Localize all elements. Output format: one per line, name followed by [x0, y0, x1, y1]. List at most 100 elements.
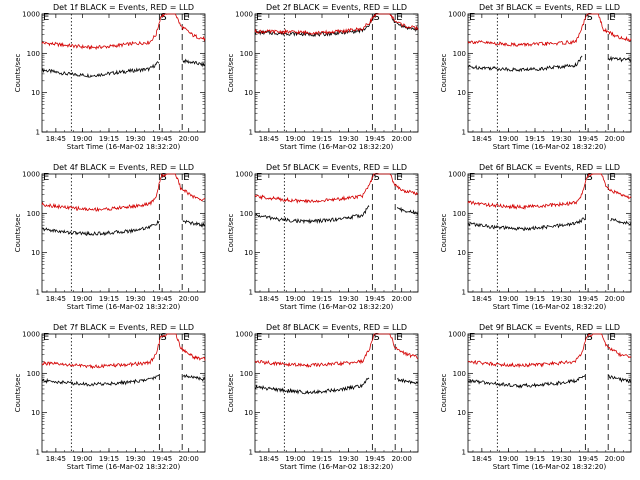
x-tick-label: 19:45 — [152, 295, 172, 303]
plot-frame — [254, 173, 419, 293]
x-tick-label: 19:00 — [285, 295, 305, 303]
plot-frame — [41, 13, 206, 133]
chart-svg: Det 2f BLACK = Events, RED = LLD 1 10 100 10… — [227, 3, 419, 151]
detector-panel: Det 2f BLACK = Events, RED = LLD 1 10 100 10… — [213, 0, 426, 160]
detector-panel: Det 1f BLACK = Events, RED = LLD 1 10 100 10… — [0, 0, 213, 160]
detector-panel: Det 3f BLACK = Events, RED = LLD 1 10 100 10… — [426, 0, 639, 160]
lld-series-line — [41, 172, 206, 212]
time-marker-label: E — [469, 12, 475, 23]
x-tick-label: 19:00 — [498, 455, 518, 463]
time-marker-label: E — [43, 332, 49, 343]
y-tick-label: 1 — [462, 449, 466, 457]
lld-series-line — [254, 13, 419, 36]
detector-panel: Det 7f BLACK = Events, RED = LLD 1 10 100 10… — [0, 320, 213, 480]
time-marker-label: S — [586, 12, 592, 23]
chart-title: Det 3f BLACK = Events, RED = LLD — [479, 3, 620, 12]
x-axis-label: Start Time (16-Mar-02 18:32:20) — [280, 143, 394, 151]
x-tick-label: 19:15 — [525, 455, 545, 463]
x-tick-label: 19:15 — [312, 135, 332, 143]
x-tick-label: 18:45 — [46, 455, 66, 463]
y-axis-label: Counts/sec — [227, 54, 235, 93]
detector-panel: Det 6f BLACK = Events, RED = LLD 1 10 100 10… — [426, 160, 639, 320]
y-tick-label: 1 — [249, 129, 253, 137]
chart-svg: Det 4f BLACK = Events, RED = LLD 1 10 100 10… — [14, 163, 206, 311]
x-axis-label: Start Time (16-Mar-02 18:32:20) — [280, 463, 394, 471]
x-tick-label: 19:00 — [498, 135, 518, 143]
chart-svg: Det 7f BLACK = Events, RED = LLD 1 10 100 10… — [14, 323, 206, 471]
y-tick-label: 1000 — [22, 171, 40, 179]
time-marker-label: E — [256, 172, 262, 183]
y-tick-label: 1000 — [448, 11, 466, 19]
x-tick-label: 20:00 — [605, 455, 625, 463]
y-axis-label: Counts/sec — [227, 374, 235, 413]
time-marker-label: E — [43, 12, 49, 23]
y-axis-label: Counts/sec — [14, 214, 22, 253]
y-tick-label: 1 — [462, 289, 466, 297]
x-tick-label: 18:45 — [46, 135, 66, 143]
x-axis-label: Start Time (16-Mar-02 18:32:20) — [493, 463, 607, 471]
x-tick-label: 19:30 — [551, 455, 571, 463]
lld-series-line — [467, 333, 632, 369]
lld-series-line — [254, 173, 419, 204]
x-axis-label: Start Time (16-Mar-02 18:32:20) — [67, 463, 181, 471]
time-marker-label: S — [373, 332, 379, 343]
events-series-line — [468, 55, 632, 73]
x-tick-label: 20:00 — [392, 455, 412, 463]
chart-title: Det 7f BLACK = Events, RED = LLD — [53, 323, 194, 332]
chart-svg: Det 5f BLACK = Events, RED = LLD 1 10 100 10… — [227, 163, 419, 311]
x-tick-label: 19:00 — [72, 455, 92, 463]
lld-series-line — [41, 13, 206, 51]
x-axis-label: Start Time (16-Mar-02 18:32:20) — [493, 143, 607, 151]
chart-svg: Det 3f BLACK = Events, RED = LLD 1 10 100 10… — [440, 3, 632, 151]
y-axis-label: Counts/sec — [14, 54, 22, 93]
y-tick-label: 1 — [249, 289, 253, 297]
detector-panel: Det 5f BLACK = Events, RED = LLD 1 10 100 10… — [213, 160, 426, 320]
x-axis-label: Start Time (16-Mar-02 18:32:20) — [493, 303, 607, 311]
y-tick-label: 1000 — [22, 11, 40, 19]
y-tick-label: 10 — [457, 249, 466, 257]
x-tick-label: 20:00 — [392, 135, 412, 143]
y-tick-label: 100 — [240, 370, 253, 378]
x-tick-label: 19:30 — [551, 135, 571, 143]
chart-svg: Det 9f BLACK = Events, RED = LLD 1 10 100 10… — [440, 323, 632, 471]
x-tick-label: 18:45 — [472, 455, 492, 463]
events-series-line — [467, 217, 632, 231]
x-tick-label: 20:00 — [392, 295, 412, 303]
y-tick-label: 100 — [453, 370, 466, 378]
time-marker-label: E — [183, 12, 189, 23]
chart-svg: Det 1f BLACK = Events, RED = LLD 1 10 100 10… — [14, 3, 206, 151]
events-series-line — [254, 205, 419, 225]
x-tick-label: 19:30 — [338, 135, 358, 143]
y-tick-label: 1000 — [235, 331, 253, 339]
y-axis-label: Counts/sec — [440, 214, 448, 253]
events-series-line — [467, 374, 632, 389]
x-tick-label: 19:00 — [72, 295, 92, 303]
x-tick-label: 19:45 — [152, 455, 172, 463]
y-tick-label: 1000 — [22, 331, 40, 339]
x-tick-label: 19:30 — [338, 295, 358, 303]
lld-series-line — [254, 333, 419, 368]
y-tick-label: 10 — [31, 89, 40, 97]
x-tick-label: 18:45 — [46, 295, 66, 303]
x-tick-label: 18:45 — [259, 135, 279, 143]
time-marker-label: S — [373, 12, 379, 23]
y-axis-label: Counts/sec — [227, 214, 235, 253]
x-tick-label: 18:45 — [472, 295, 492, 303]
chart-svg: Det 8f BLACK = Events, RED = LLD 1 10 100 10… — [227, 323, 419, 471]
y-tick-label: 100 — [27, 210, 40, 218]
x-tick-label: 19:30 — [125, 135, 145, 143]
x-tick-label: 19:00 — [498, 295, 518, 303]
x-tick-label: 20:00 — [179, 295, 199, 303]
x-tick-label: 18:45 — [472, 135, 492, 143]
y-tick-label: 10 — [244, 89, 253, 97]
y-tick-label: 100 — [27, 50, 40, 58]
x-tick-label: 19:15 — [312, 455, 332, 463]
x-tick-label: 19:15 — [312, 295, 332, 303]
time-marker-label: E — [469, 332, 475, 343]
x-tick-label: 20:00 — [605, 135, 625, 143]
chart-title: Det 2f BLACK = Events, RED = LLD — [266, 3, 407, 12]
chart-svg: Det 6f BLACK = Events, RED = LLD 1 10 100 10… — [440, 163, 632, 311]
x-tick-label: 19:15 — [99, 135, 119, 143]
x-tick-label: 19:30 — [125, 295, 145, 303]
